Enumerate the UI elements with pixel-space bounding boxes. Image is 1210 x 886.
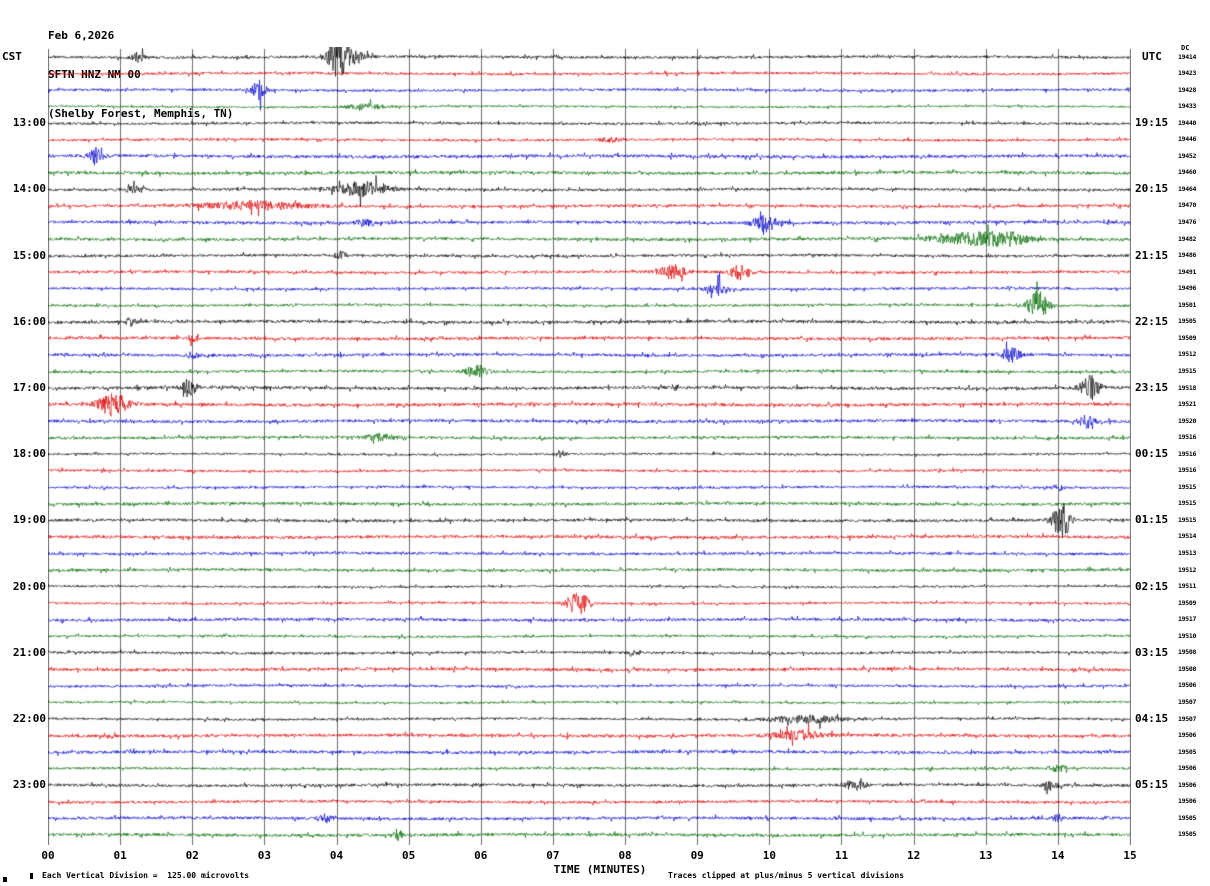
gain-value: 19516: [1178, 466, 1197, 475]
gain-value: 19482: [1178, 234, 1197, 243]
gain-value: 19505: [1178, 317, 1197, 326]
gain-value: 19423: [1178, 69, 1197, 78]
gain-value: 19515: [1178, 515, 1197, 524]
x-tick-label: 05: [402, 849, 416, 862]
header-date: Feb 6,2026: [48, 29, 115, 42]
x-tick-label: 00: [41, 849, 55, 862]
left-time-label: 21:00: [12, 645, 46, 659]
right-time-label: 22:15: [1135, 314, 1169, 328]
gain-value: 19516: [1178, 433, 1197, 442]
right-time-label: 05:15: [1135, 778, 1169, 792]
x-tick-label: 15: [1123, 849, 1137, 862]
gain-value: 19507: [1178, 697, 1197, 706]
left-time-label: 13:00: [12, 116, 46, 130]
left-time-label: 18:00: [12, 447, 46, 461]
gain-value: 19464: [1178, 184, 1197, 193]
gain-value: 19506: [1178, 764, 1197, 773]
dc-label: DC: [1181, 44, 1190, 52]
gain-value: 19506: [1178, 681, 1197, 690]
scale-note: Each Vertical Division = 125.00 microvol…: [42, 871, 250, 880]
right-time-label: 00:15: [1135, 447, 1169, 461]
gain-value: 19452: [1178, 151, 1197, 160]
corner-mark: [3, 877, 7, 882]
gain-value: 19506: [1178, 797, 1197, 806]
x-tick-label: 06: [474, 849, 488, 862]
gain-value: 19506: [1178, 731, 1197, 740]
right-time-label: 21:15: [1135, 248, 1169, 262]
gain-value: 19476: [1178, 218, 1197, 226]
right-time-label: 20:15: [1135, 182, 1169, 196]
x-tick-label: 09: [690, 849, 704, 862]
gain-value: 19517: [1178, 615, 1197, 624]
x-tick-label: 14: [1051, 849, 1065, 862]
gain-value: 19510: [1178, 631, 1197, 640]
x-axis-title: TIME (MINUTES): [553, 863, 647, 876]
left-time-label: 14:00: [12, 182, 46, 196]
gain-value: 19507: [1178, 714, 1197, 723]
gain-value: 19491: [1178, 267, 1197, 276]
x-tick-label: 02: [185, 849, 199, 862]
gain-value: 19513: [1178, 549, 1197, 557]
x-tick-label: 12: [906, 849, 921, 862]
x-tick-label: 03: [257, 849, 272, 862]
left-axis-label: CST: [2, 50, 22, 63]
right-time-label: 19:15: [1135, 116, 1169, 130]
right-time-label: 04:15: [1135, 712, 1169, 725]
x-tick-label: 01: [113, 849, 127, 862]
gain-value: 19414: [1178, 52, 1197, 61]
gain-value: 19496: [1178, 284, 1197, 293]
left-time-label: 19:00: [12, 513, 46, 527]
scale-marker: [30, 873, 33, 879]
left-time-label: 23:00: [12, 778, 46, 792]
left-time-label: 20:00: [12, 579, 46, 593]
right-time-label: 01:15: [1135, 513, 1169, 527]
gain-value: 19440: [1178, 118, 1197, 127]
gain-value: 19516: [1178, 449, 1197, 458]
gain-value: 19511: [1178, 582, 1197, 591]
gain-value: 19520: [1178, 416, 1197, 425]
gain-value: 19509: [1178, 598, 1197, 607]
gain-value: 19508: [1178, 664, 1197, 673]
left-time-label: 22:00: [12, 712, 46, 725]
gain-value: 19428: [1178, 85, 1197, 94]
gain-value: 19470: [1178, 201, 1197, 210]
gain-value: 19486: [1178, 251, 1197, 260]
gain-value: 19512: [1178, 350, 1197, 359]
x-tick-label: 11: [834, 849, 849, 862]
gain-value: 19505: [1178, 830, 1197, 839]
seismogram-canvas: [48, 47, 1131, 847]
x-tick-label: 10: [762, 849, 776, 862]
gain-value: 19512: [1178, 565, 1197, 574]
clip-note: Traces clipped at plus/minus 5 vertical …: [668, 871, 905, 880]
gain-value: 19446: [1178, 135, 1197, 144]
x-tick-label: 07: [546, 849, 560, 862]
left-time-label: 16:00: [12, 314, 46, 328]
gain-value: 19460: [1178, 168, 1197, 177]
gain-value: 19506: [1178, 780, 1197, 789]
left-time-label: 17:00: [12, 381, 46, 394]
gain-value: 19515: [1178, 499, 1197, 508]
gain-value: 19514: [1178, 532, 1197, 541]
gain-value: 19505: [1178, 747, 1197, 756]
right-axis-label: UTC: [1142, 50, 1162, 63]
right-time-label: 02:15: [1135, 579, 1169, 593]
x-tick-label: 04: [329, 849, 344, 862]
right-time-label: 23:15: [1135, 381, 1169, 394]
gain-value: 19518: [1178, 383, 1197, 392]
gain-value: 19505: [1178, 813, 1197, 822]
gain-value: 19521: [1178, 400, 1197, 409]
gain-value: 19501: [1178, 300, 1197, 309]
gain-value: 19515: [1178, 482, 1197, 491]
x-tick-label: 08: [618, 849, 632, 862]
left-time-label: 15:00: [12, 248, 46, 262]
gain-value: 19509: [1178, 333, 1197, 342]
gain-value: 19433: [1178, 102, 1197, 111]
x-tick-label: 13: [979, 849, 993, 862]
right-time-label: 03:15: [1135, 645, 1169, 659]
gain-value: 19508: [1178, 648, 1197, 657]
gain-value: 19515: [1178, 366, 1197, 375]
